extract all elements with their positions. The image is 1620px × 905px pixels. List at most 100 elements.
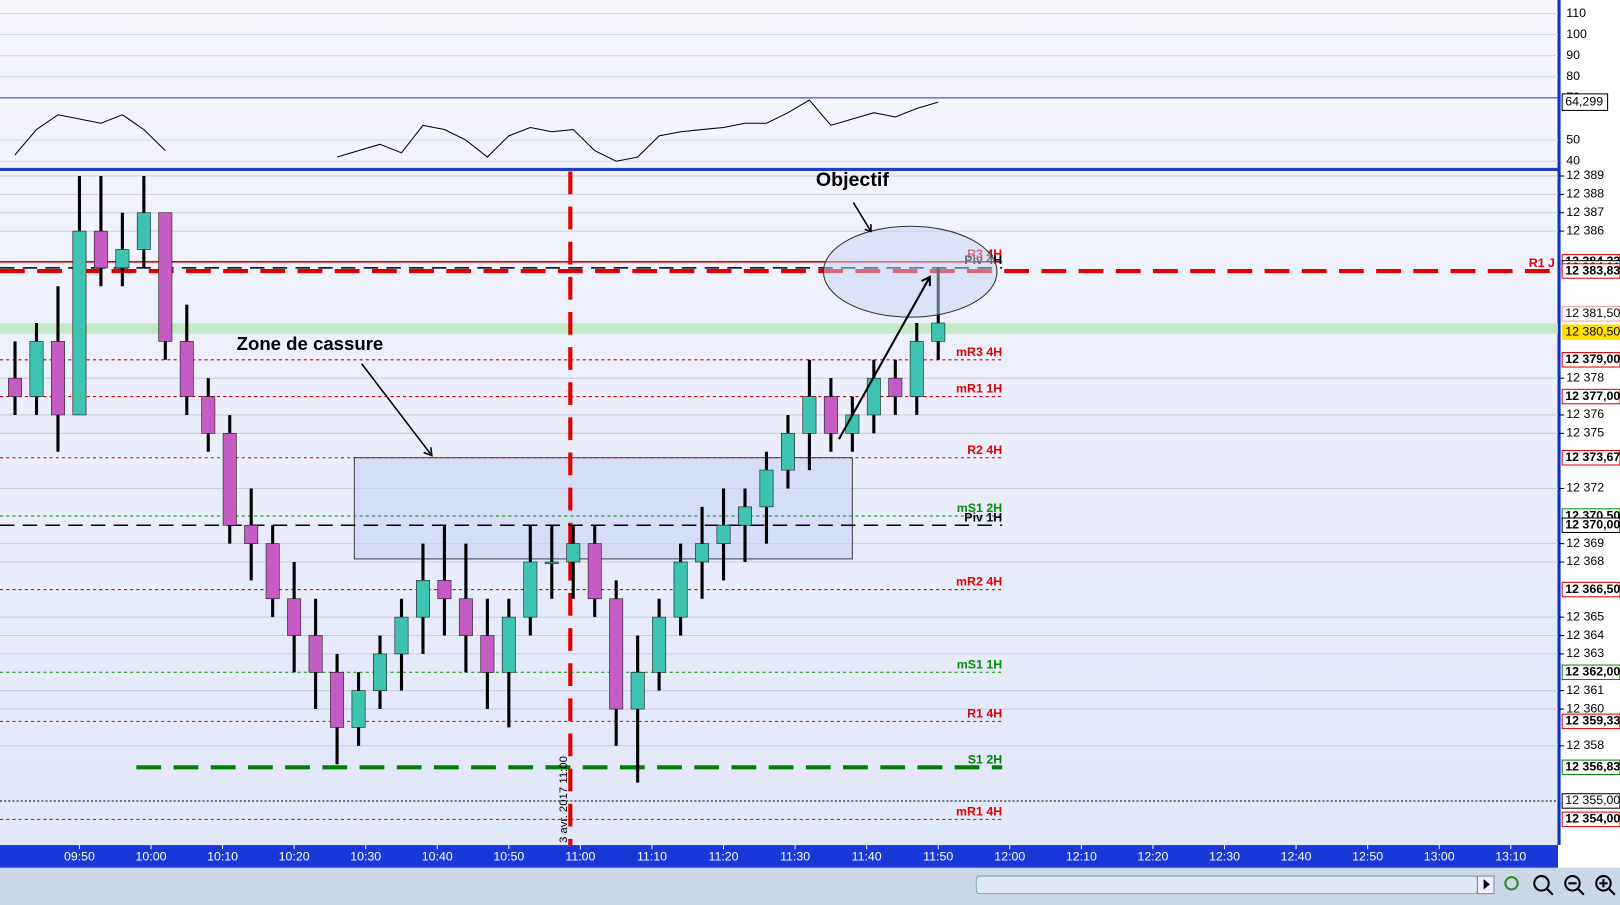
x-tick-label: 10:40 xyxy=(422,850,453,864)
candle-body xyxy=(931,322,946,342)
price-tag: 12 373,67 xyxy=(1565,450,1620,464)
price-tag-bg xyxy=(1561,517,1620,533)
y-tick-label: 12 358 xyxy=(1566,738,1604,752)
price-tag-bg xyxy=(1561,759,1620,776)
y-tick-label: 12 368 xyxy=(1566,554,1604,568)
x-tick-label: 11:40 xyxy=(852,850,882,864)
candle-body xyxy=(437,580,452,600)
highlight-band xyxy=(0,323,1559,334)
candle-body xyxy=(458,598,473,636)
candle-body xyxy=(738,506,752,526)
candle-body xyxy=(287,598,302,636)
price-tag: 12 355,00 xyxy=(1565,793,1620,807)
price-tag-bg xyxy=(1561,352,1620,368)
price-tag: 12 356,83 xyxy=(1565,760,1620,774)
candle-body xyxy=(51,341,65,416)
candle-body xyxy=(716,524,731,544)
candle-body xyxy=(673,561,688,618)
rsi-tag-bg xyxy=(1561,93,1609,111)
price-tag: 12 359,33 xyxy=(1565,714,1620,728)
zoom-fit[interactable] xyxy=(1533,875,1550,892)
rsi-line xyxy=(14,99,939,162)
y-tick-label: 80 xyxy=(1566,69,1580,83)
x-tick-label: 10:20 xyxy=(279,850,310,864)
x-tick-label: 11:00 xyxy=(565,850,595,864)
objectif-arrow xyxy=(852,202,872,233)
x-tick-label: 11:10 xyxy=(637,850,667,864)
candle-body xyxy=(351,690,366,728)
price-tag-bg xyxy=(1561,581,1620,598)
candle-body xyxy=(29,341,44,397)
x-tick-label: 11:20 xyxy=(709,850,739,864)
y-tick-label: 12 389 xyxy=(1566,168,1604,182)
y-tick-label: 12 386 xyxy=(1566,223,1604,237)
price-tag: 12 381,50 xyxy=(1565,306,1620,320)
icon[interactable] xyxy=(1504,876,1519,891)
date-label: 3 avr. 2017 11:00 xyxy=(558,756,570,843)
candle-body xyxy=(244,524,259,544)
price-tag-bg xyxy=(1561,388,1620,405)
price-tag: 12 380,50 xyxy=(1565,324,1620,338)
level-label: mR1 4H xyxy=(956,804,1002,818)
y-tick-label: 12 361 xyxy=(1566,683,1604,697)
candle-body xyxy=(780,433,795,471)
price-tag-bg xyxy=(1561,664,1620,681)
level-label: mR1 1H xyxy=(956,382,1002,396)
price-tag: 12 362,00 xyxy=(1565,665,1620,679)
candle-body xyxy=(802,396,817,434)
candle-body xyxy=(523,561,538,618)
price-tag-bg xyxy=(1561,324,1620,340)
y-tick-label: 12 376 xyxy=(1566,407,1604,421)
y-tick-label: 12 364 xyxy=(1566,628,1604,642)
annotation: Objectif xyxy=(816,169,889,191)
x-tick-label: 10:50 xyxy=(493,850,524,864)
candle-body xyxy=(93,230,108,269)
y-tick-label: 12 375 xyxy=(1566,426,1604,440)
y-tick-label: 50 xyxy=(1566,132,1580,146)
x-tick-label: 10:00 xyxy=(136,850,167,864)
candle-body xyxy=(888,377,903,397)
x-tick-label: 09:50 xyxy=(64,850,95,864)
price-tag-bg xyxy=(1561,793,1620,809)
candle-body xyxy=(72,230,87,416)
y-tick-label: 12 365 xyxy=(1566,609,1604,623)
candle-body xyxy=(8,377,22,397)
x-tick-label: 11:30 xyxy=(780,850,810,864)
level-label: R2 4H xyxy=(967,443,1002,457)
candle-body xyxy=(652,616,667,673)
trend-arrow xyxy=(838,275,931,440)
y-tick-label: 12 378 xyxy=(1566,370,1604,384)
y-tick-label: 12 387 xyxy=(1566,205,1604,219)
toolbar-icons xyxy=(1504,875,1616,896)
y-tick-label: 12 372 xyxy=(1566,481,1604,495)
y-tick-label: 40 xyxy=(1566,153,1580,167)
candle-body xyxy=(566,543,581,563)
candle-body xyxy=(394,616,409,655)
x-tick-label: 13:10 xyxy=(1495,850,1526,864)
level-label: mR3 4H xyxy=(956,345,1002,359)
x-tick-label: 12:40 xyxy=(1281,850,1312,864)
candle-body xyxy=(415,580,430,618)
candle-body xyxy=(587,543,602,600)
candle-body xyxy=(609,598,624,710)
price-tag: 12 370,00 xyxy=(1565,517,1620,531)
scrollbar[interactable] xyxy=(975,875,1478,895)
candle-body xyxy=(630,671,645,710)
rsi-panel xyxy=(0,97,1559,162)
candle-body xyxy=(179,341,194,397)
x-tick-label: 10:10 xyxy=(207,850,238,864)
y-tick-label: 12 388 xyxy=(1566,187,1604,201)
x-axis: 09:50 10:00 10:10 10:20 10:30 10:40 10:50 11:00… xyxy=(64,845,1526,864)
y-tick-label: 12 369 xyxy=(1566,536,1604,550)
candle-body xyxy=(501,616,516,673)
x-tick-label: 13:00 xyxy=(1424,850,1455,864)
candle-body xyxy=(823,396,838,434)
zoom-out[interactable] xyxy=(1564,875,1581,892)
x-tick-label: 10:30 xyxy=(350,850,381,864)
candle-body xyxy=(136,212,151,250)
price-tag-bg xyxy=(1561,811,1620,828)
candle-body xyxy=(330,671,345,728)
zoom-in[interactable] xyxy=(1595,875,1612,892)
level-label: R1 4H xyxy=(967,706,1002,720)
